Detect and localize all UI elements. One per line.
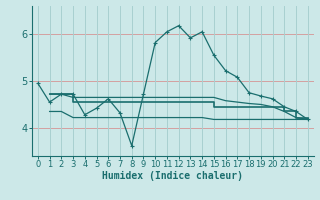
X-axis label: Humidex (Indice chaleur): Humidex (Indice chaleur): [102, 171, 243, 181]
